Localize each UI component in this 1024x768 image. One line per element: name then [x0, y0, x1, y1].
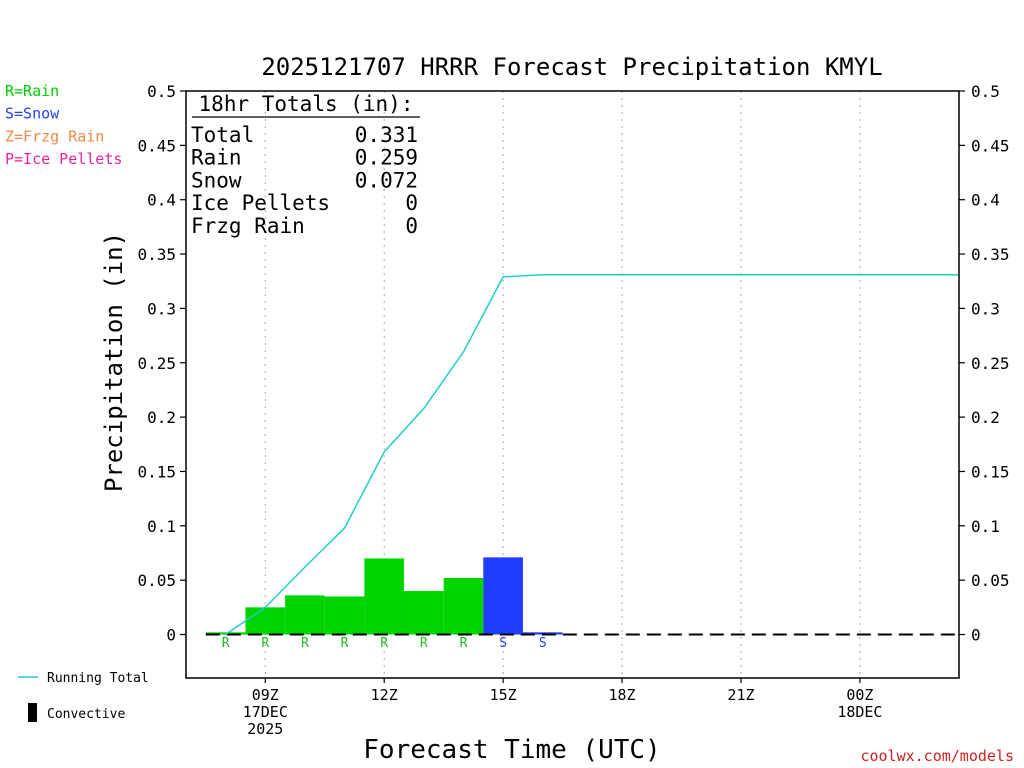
precip-type-label: R	[341, 636, 349, 651]
y-tick-label-left: 0	[166, 626, 176, 645]
convective-swatch	[28, 703, 37, 722]
totals-row-value: 0.072	[355, 168, 418, 192]
totals-row-value: 0	[405, 191, 418, 215]
y-tick-label-right: 0.3	[971, 299, 1000, 318]
y-tick-label-right: 0	[971, 626, 981, 645]
precip-bar	[285, 595, 325, 635]
precip-bar	[364, 558, 405, 635]
x-tick-label: 09Z	[252, 686, 279, 704]
y-tick-label-left: 0.5	[147, 82, 176, 101]
totals-row-label: Rain	[191, 146, 242, 170]
precip-type-label: R	[460, 636, 468, 651]
x-tick-label: 18Z	[609, 686, 636, 704]
precip-bars	[205, 557, 563, 635]
y-tick-label-left: 0.45	[137, 136, 176, 155]
y-axis-left: 0 0.05 0.1 0.15 0.2 0.25 0.3 0.35 0.4 0.45 0.5	[137, 82, 186, 645]
totals-row-label: Frzg Rain	[191, 214, 305, 238]
precip-type-label: R	[301, 636, 309, 651]
precip-bar	[205, 632, 246, 635]
precip-type-label: R	[222, 636, 230, 651]
totals-row-value: 0	[405, 214, 418, 238]
precip-type-label: R	[380, 636, 388, 651]
y-tick-label-left: 0.2	[147, 408, 176, 427]
y-tick-label-right: 0.25	[971, 354, 1010, 373]
y-tick-label-left: 0.25	[137, 354, 176, 373]
y-tick-label-right: 0.1	[971, 517, 1000, 536]
running-total-series	[225, 273, 959, 636]
totals-row-value: 0.259	[355, 146, 418, 170]
precip-bar	[522, 632, 563, 635]
x-tick-label: 21Z	[727, 686, 754, 704]
plot-frame	[185, 90, 960, 679]
precip-type-label: R	[261, 636, 269, 651]
precip-bar	[443, 577, 484, 635]
running-total-legend-label: Running Total	[47, 671, 149, 686]
totals-box: 18hr Totals (in): Total 0.331 Rain 0.259 Snow…	[191, 92, 420, 238]
totals-heading: 18hr Totals (in):	[199, 92, 414, 116]
precip-bar	[483, 557, 523, 635]
x-tick-label: 00Z	[846, 686, 873, 704]
y-axis-title: Precipitation (in)	[100, 232, 128, 492]
y-tick-label-left: 0.3	[147, 299, 176, 318]
precip-bar	[404, 591, 444, 635]
x-axis-title: Forecast Time (UTC)	[363, 735, 660, 765]
y-tick-label-right: 0.05	[971, 571, 1010, 590]
convective-legend-label: Convective	[47, 707, 125, 722]
precip-bar	[245, 607, 286, 635]
x-tick-label: 2025	[247, 720, 283, 738]
precip-type-label: S	[499, 636, 507, 651]
y-tick-label-right: 0.15	[971, 462, 1010, 481]
y-tick-label-right: 0.35	[971, 245, 1010, 264]
legend-z: Z=Frzg Rain	[5, 127, 104, 145]
y-tick-label-right: 0.2	[971, 408, 1000, 427]
y-tick-label-left: 0.35	[137, 245, 176, 264]
legend-s: S=Snow	[5, 105, 60, 123]
totals-row-label: Total	[191, 123, 254, 147]
y-tick-label-right: 0.5	[971, 82, 1000, 101]
x-tick-label: 18DEC	[837, 703, 882, 721]
precip-type-label: R	[420, 636, 428, 651]
totals-row-label: Snow	[191, 168, 242, 192]
y-tick-label-left: 0.1	[147, 517, 176, 536]
y-tick-label-left: 0.05	[137, 571, 176, 590]
totals-row-value: 0.331	[355, 123, 418, 147]
y-tick-label-right: 0.45	[971, 136, 1010, 155]
legend-p: P=Ice Pellets	[5, 150, 122, 168]
running-total-line	[225, 273, 959, 636]
y-tick-label-left: 0.15	[137, 462, 176, 481]
x-tick-label: 12Z	[371, 686, 398, 704]
x-tick-label: 17DEC	[243, 703, 288, 721]
chart-title: 2025121707 HRRR Forecast Precipitation K…	[261, 53, 882, 81]
precip-type-legend: R=Rain S=Snow Z=Frzg Rain P=Ice Pellets	[5, 82, 122, 168]
y-axis-right: 0 0.05 0.1 0.15 0.2 0.25 0.3 0.35 0.4 0.45 0.5	[959, 82, 1010, 645]
totals-row-label: Ice Pellets	[191, 191, 330, 215]
x-tick-label: 15Z	[490, 686, 517, 704]
y-tick-label-right: 0.4	[971, 191, 1000, 210]
precip-type-label: S	[539, 636, 547, 651]
credit-text: coolwx.com/models	[860, 747, 1014, 765]
bottom-legend: Running Total Convective	[18, 671, 149, 722]
y-tick-label-left: 0.4	[147, 191, 176, 210]
legend-r: R=Rain	[5, 82, 59, 100]
precip-bar	[324, 596, 365, 635]
